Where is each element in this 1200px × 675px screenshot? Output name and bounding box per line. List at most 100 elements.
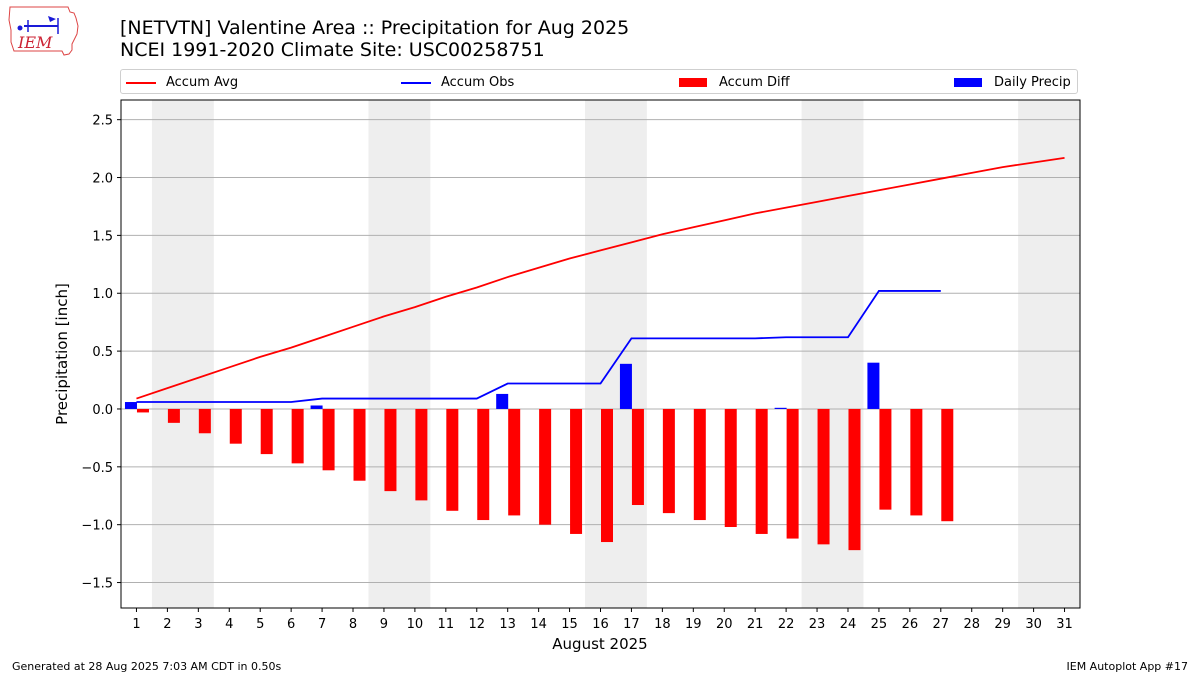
bar-accum-diff (693, 408, 706, 521)
legend-label-accum-avg: Accum Avg (166, 75, 239, 90)
y-tick-label: 0.5 (92, 345, 113, 360)
weekend-shade-2 (585, 100, 647, 608)
bar-accum-diff (910, 408, 923, 516)
series-lines (136, 156, 1065, 403)
bar-daily-precip (310, 405, 323, 409)
x-tick-label: 22 (778, 617, 795, 632)
bar-accum-diff (198, 408, 211, 434)
x-tick-label: 28 (963, 617, 980, 632)
bar-accum-diff (415, 408, 428, 501)
legend-label-daily-precip: Daily Precip (994, 75, 1071, 90)
bar-accum-diff (539, 408, 552, 525)
weekend-shading (151, 100, 1080, 608)
y-tick-label: 2.0 (92, 172, 113, 187)
legend-item-accum-diff: Accum Diff (679, 70, 790, 95)
bars (124, 362, 954, 551)
chart-title: [NETVTN] Valentine Area :: Precipitation… (120, 17, 630, 39)
bar-accum-diff (724, 408, 737, 527)
bar-accum-diff (662, 408, 675, 514)
bar-accum-diff (786, 408, 799, 539)
line-accum-avg (136, 156, 1065, 400)
x-tick-label: 23 (809, 617, 826, 632)
footer-generated: Generated at 28 Aug 2025 7:03 AM CDT in … (12, 660, 282, 673)
bar-accum-diff (322, 408, 335, 471)
bar-accum-diff (601, 408, 613, 543)
chart-subtitle: NCEI 1991-2020 Climate Site: USC00258751 (120, 39, 545, 61)
y-tick-label: −1.5 (81, 577, 113, 592)
y-axis-label: Precipitation [inch] (53, 283, 71, 425)
bar-accum-diff (446, 408, 459, 511)
bar-accum-diff (384, 408, 397, 492)
legend-item-accum-avg: Accum Avg (126, 70, 238, 95)
bar-accum-diff (167, 408, 180, 423)
y-tick-label: −0.5 (81, 461, 113, 476)
legend-item-daily-precip: Daily Precip (954, 70, 1071, 95)
legend: Accum Avg Accum Obs Accum Diff Daily Pre… (120, 69, 1078, 94)
x-tick-label: 8 (349, 617, 357, 632)
bar-accum-diff (755, 408, 768, 534)
legend-swatch-daily-precip (954, 78, 982, 87)
x-tick-label: 5 (256, 617, 264, 632)
x-tick-label: 30 (1025, 617, 1042, 632)
bar-accum-diff (817, 408, 830, 545)
x-tick-label: 11 (438, 617, 455, 632)
legend-swatch-accum-diff (679, 78, 707, 87)
y-tick-label: 0.0 (92, 403, 113, 418)
bar-accum-diff (260, 408, 273, 455)
x-tick-label: 17 (623, 617, 640, 632)
x-tick-label: 4 (225, 617, 233, 632)
x-tick-label: 7 (318, 617, 326, 632)
bar-daily-precip (619, 363, 632, 409)
line-accum-obs (136, 290, 941, 403)
bar-daily-precip (867, 362, 880, 409)
x-tick-label: 16 (592, 617, 609, 632)
bar-daily-precip (496, 393, 509, 409)
x-tick-label: 14 (530, 617, 547, 632)
bar-accum-diff (508, 408, 521, 516)
x-tick-label: 20 (716, 617, 733, 632)
x-tick-label: 1 (132, 617, 140, 632)
iem-logo: IEM (8, 6, 79, 56)
y-tick-label: 1.0 (92, 287, 113, 302)
bar-accum-diff (879, 408, 892, 510)
x-axis-label: August 2025 (552, 635, 647, 653)
x-tick-label: 31 (1056, 617, 1073, 632)
x-tick-label: 21 (747, 617, 764, 632)
bar-accum-diff (477, 408, 490, 521)
x-tick-label: 18 (654, 617, 671, 632)
weekend-shade-0 (151, 100, 214, 608)
x-tick-label: 15 (561, 617, 578, 632)
bar-daily-precip (774, 407, 787, 409)
x-axis: 1 2 3 4 5 6 7 8 9 10 11 12 13 14 15 16 17 18 19 20 21 22 23 24 2… (132, 608, 1073, 632)
bar-accum-diff (941, 408, 954, 522)
x-tick-label: 13 (499, 617, 516, 632)
legend-item-accum-obs: Accum Obs (401, 70, 514, 95)
footer-app: IEM Autoplot App #17 (1066, 660, 1189, 673)
weekend-shade-4 (1018, 100, 1080, 608)
x-tick-label: 3 (194, 617, 202, 632)
bar-accum-diff (229, 408, 242, 444)
bar-accum-diff (631, 408, 644, 506)
bar-accum-diff (353, 408, 366, 481)
legend-label-accum-diff: Accum Diff (719, 75, 790, 90)
bar-daily-precip (124, 402, 137, 409)
x-tick-label: 9 (380, 617, 388, 632)
x-tick-label: 27 (933, 617, 950, 632)
x-tick-label: 25 (871, 617, 888, 632)
legend-swatch-accum-avg (126, 81, 156, 84)
y-tick-label: −1.0 (81, 519, 113, 534)
bar-accum-diff (848, 408, 861, 551)
legend-swatch-accum-obs (401, 81, 431, 84)
weekend-shade-1 (368, 100, 431, 608)
x-tick-label: 26 (902, 617, 919, 632)
logo-text: IEM (17, 33, 53, 52)
x-tick-label: 29 (994, 617, 1011, 632)
x-tick-label: 19 (685, 617, 702, 632)
y-tick-label: 2.5 (92, 114, 113, 129)
bar-accum-diff (570, 408, 583, 534)
bar-accum-diff (136, 408, 149, 413)
legend-label-accum-obs: Accum Obs (441, 75, 515, 90)
x-tick-label: 24 (840, 617, 857, 632)
bar-accum-diff (291, 408, 304, 464)
